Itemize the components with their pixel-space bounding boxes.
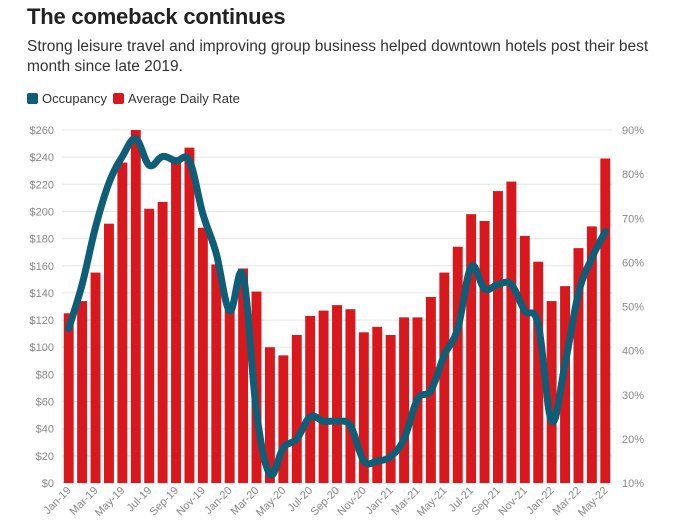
chart-title: The comeback continues xyxy=(27,4,286,29)
y-tick-left: $80 xyxy=(36,369,54,381)
adr-bar xyxy=(305,316,316,483)
y-tick-left: $100 xyxy=(30,342,54,354)
adr-bar xyxy=(238,268,249,483)
adr-bar xyxy=(546,301,557,483)
adr-bar xyxy=(533,261,544,483)
y-tick-left: $200 xyxy=(30,206,54,218)
y-tick-left: $220 xyxy=(30,179,54,191)
y-tick-right: 10% xyxy=(622,478,644,490)
y-tick-right: 60% xyxy=(622,257,644,269)
adr-bar xyxy=(439,272,450,483)
adr-bar xyxy=(184,147,195,483)
adr-bar xyxy=(211,264,222,483)
y-tick-right: 50% xyxy=(622,302,644,314)
occupancy-line xyxy=(65,135,609,479)
y-tick-left: $240 xyxy=(30,152,54,164)
adr-bar xyxy=(466,214,477,483)
adr-bar xyxy=(399,317,410,483)
y-tick-right: 70% xyxy=(622,213,644,225)
adr-bar xyxy=(278,355,289,483)
adr-bar xyxy=(197,227,208,483)
y-tick-right: 90% xyxy=(622,125,644,137)
adr-bar xyxy=(224,309,235,483)
adr-bar xyxy=(586,226,597,483)
legend-label-adr: Average Daily Rate xyxy=(128,91,240,106)
y-tick-left: $260 xyxy=(30,125,54,137)
adr-bar xyxy=(493,191,503,483)
adr-bar xyxy=(63,313,74,483)
x-tick-label: Sep-20 xyxy=(309,485,343,519)
y-tick-right: 30% xyxy=(622,390,644,402)
x-tick-label: Nov-20 xyxy=(335,485,369,519)
x-tick-label: May-22 xyxy=(576,485,610,519)
x-tick-label: Nov-21 xyxy=(496,485,530,519)
y-tick-left: $20 xyxy=(36,451,54,463)
adr-bar xyxy=(157,201,168,483)
adr-bar xyxy=(506,181,517,484)
legend-item-occupancy: Occupancy xyxy=(27,91,107,106)
adr-bar xyxy=(385,335,396,483)
legend-label-occupancy: Occupancy xyxy=(42,91,108,106)
adr-bar xyxy=(77,301,88,483)
adr-bar xyxy=(560,286,571,483)
occupancy-swatch xyxy=(27,93,38,104)
adr-bar xyxy=(291,335,302,483)
adr-swatch xyxy=(113,93,125,104)
adr-bar xyxy=(332,305,342,483)
y-tick-left: $140 xyxy=(30,288,54,300)
y-tick-right: 40% xyxy=(622,346,644,358)
x-tick-label: May-21 xyxy=(415,485,449,519)
x-tick-label: May-20 xyxy=(254,485,288,519)
y-tick-left: $0 xyxy=(42,478,54,490)
adr-bar xyxy=(345,309,356,483)
y-tick-right: 80% xyxy=(622,169,644,181)
adr-bar xyxy=(479,220,490,483)
y-tick-left: $40 xyxy=(36,424,54,436)
adr-bar xyxy=(103,223,114,483)
adr-bar xyxy=(144,208,155,483)
adr-bar xyxy=(600,158,611,483)
chart-legend: Occupancy Average Daily Rate xyxy=(27,91,246,106)
adr-bar xyxy=(117,162,128,484)
y-tick-left: $60 xyxy=(36,397,54,409)
adr-bar xyxy=(171,157,181,483)
adr-bar xyxy=(573,248,584,483)
adr-bar xyxy=(519,235,530,483)
adr-bar xyxy=(264,347,275,483)
adr-bar xyxy=(318,310,329,483)
x-tick-label: Nov-19 xyxy=(174,485,208,519)
occupancy-line-group xyxy=(65,135,609,479)
adr-bar xyxy=(130,130,141,483)
legend-item-adr: Average Daily Rate xyxy=(113,91,240,106)
adr-bar xyxy=(372,326,383,483)
adr-bar xyxy=(452,246,463,483)
x-tick-label: May-19 xyxy=(93,485,127,519)
adr-bar xyxy=(90,272,101,483)
x-tick-label: Sep-19 xyxy=(148,485,182,519)
y-tick-left: $160 xyxy=(30,261,54,273)
x-tick-label: Sep-21 xyxy=(470,485,504,519)
y-tick-left: $180 xyxy=(30,234,54,246)
y-tick-left: $120 xyxy=(30,315,54,327)
y-tick-right: 20% xyxy=(622,434,644,446)
chart-subtitle: Strong leisure travel and improving grou… xyxy=(27,38,649,75)
adr-bars xyxy=(63,130,611,484)
adr-bar xyxy=(358,332,369,483)
